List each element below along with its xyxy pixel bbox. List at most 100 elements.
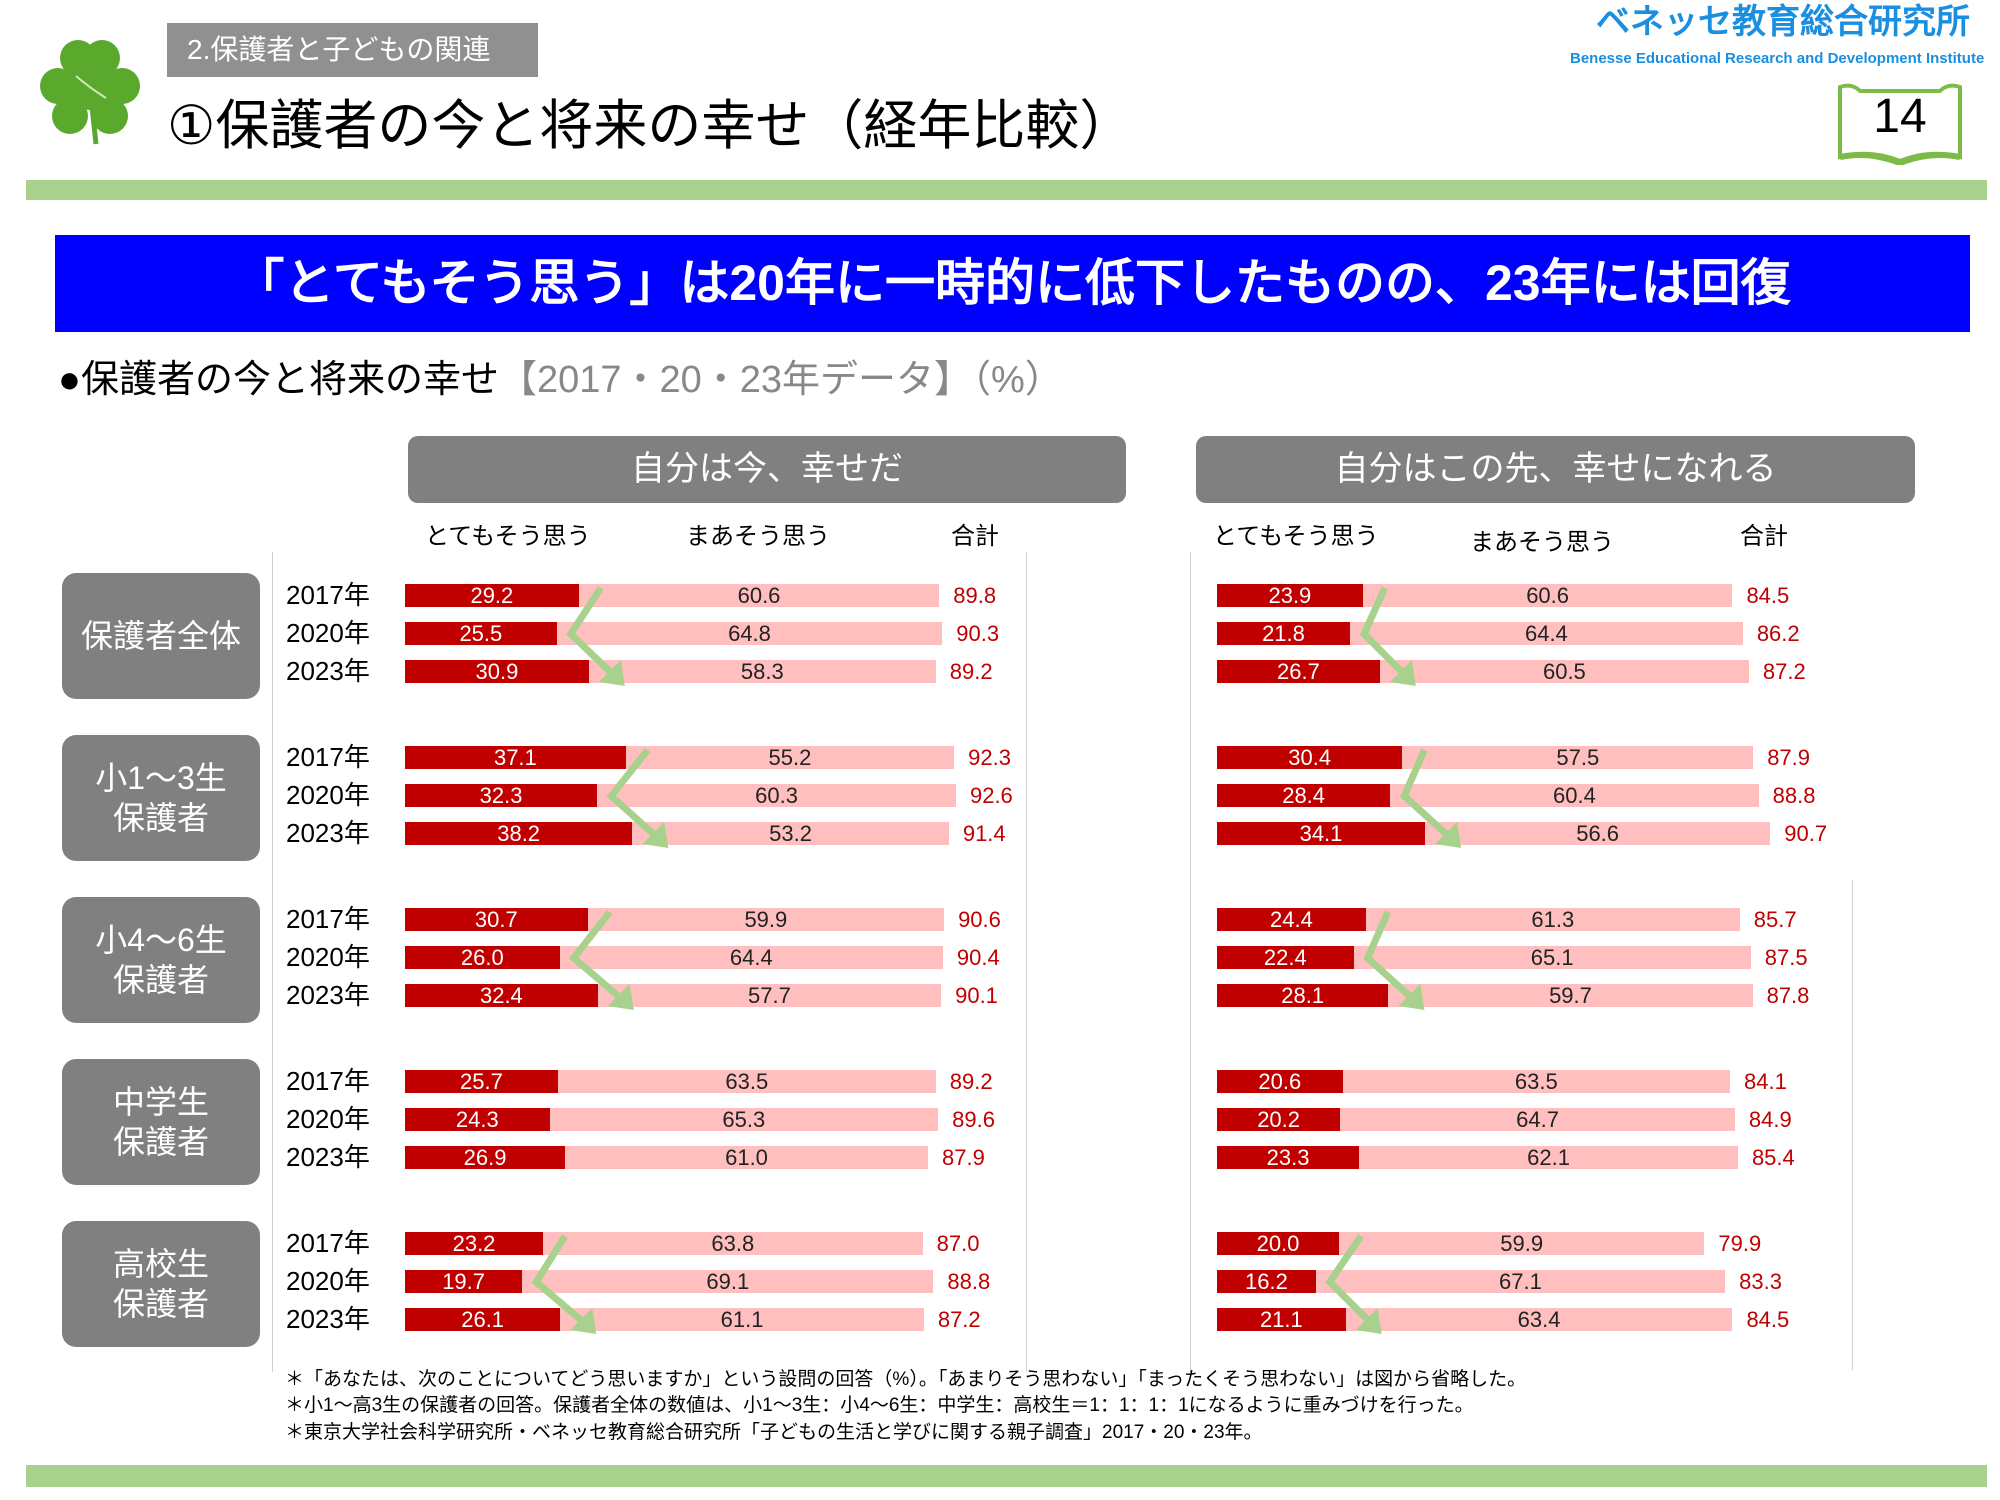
bar-somewhat bbox=[556, 622, 943, 645]
bar-value-very: 34.1 bbox=[1299, 821, 1343, 846]
group-label: 高校生 保護者 bbox=[62, 1221, 260, 1347]
bar-value-very: 26.0 bbox=[460, 945, 504, 970]
bar-value-total: 89.8 bbox=[953, 583, 997, 608]
bar-value-very: 19.7 bbox=[442, 1269, 486, 1294]
bar-somewhat bbox=[1388, 984, 1753, 1007]
bar-value-total: 89.2 bbox=[949, 659, 993, 684]
bar-value-somewhat: 59.7 bbox=[1549, 983, 1592, 1008]
bar-value-somewhat: 57.5 bbox=[1556, 745, 1600, 770]
book-icon bbox=[1838, 83, 1962, 167]
bar-very bbox=[1217, 584, 1363, 607]
bar-value-somewhat: 60.6 bbox=[737, 583, 781, 608]
column-label-somewhat: まあそう思う bbox=[1470, 529, 1614, 556]
bar-value-total: 87.8 bbox=[1766, 983, 1810, 1008]
bar-value-total: 83.3 bbox=[1739, 1269, 1782, 1294]
bar-very bbox=[405, 946, 560, 969]
bar-value-very: 28.4 bbox=[1282, 783, 1326, 808]
bar-value-very: 26.1 bbox=[461, 1307, 505, 1332]
page-title: ①保護者の今と将来の幸せ（経年比較） bbox=[167, 96, 1134, 156]
bar-value-somewhat: 64.4 bbox=[1524, 621, 1568, 646]
trend-arrow bbox=[1359, 586, 1413, 683]
bar-value-somewhat: 60.5 bbox=[1542, 659, 1586, 684]
bar-very bbox=[1217, 1232, 1339, 1255]
bar-value-very: 28.1 bbox=[1281, 983, 1325, 1008]
bar-value-somewhat: 60.3 bbox=[755, 783, 798, 808]
bar-very bbox=[405, 584, 579, 607]
year-label: 2017年 bbox=[286, 1066, 370, 1096]
year-label: 2023年 bbox=[286, 818, 370, 848]
bar-very bbox=[405, 1270, 523, 1293]
bar-somewhat bbox=[557, 1070, 936, 1093]
bar-value-total: 84.5 bbox=[1746, 1307, 1790, 1332]
bar-value-somewhat: 65.3 bbox=[722, 1107, 766, 1132]
bar-value-total: 90.3 bbox=[956, 621, 1000, 646]
year-label: 2020年 bbox=[286, 618, 370, 648]
bar-very bbox=[1217, 1070, 1343, 1093]
bar-somewhat bbox=[1345, 1308, 1733, 1331]
bar-somewhat bbox=[588, 660, 936, 683]
bar-value-very: 38.2 bbox=[497, 821, 541, 846]
bar-somewhat bbox=[597, 784, 956, 807]
bar-value-somewhat: 60.6 bbox=[1526, 583, 1570, 608]
bar-value-total: 91.4 bbox=[962, 821, 1006, 846]
bar-value-somewhat: 62.1 bbox=[1527, 1145, 1570, 1170]
bar-value-total: 92.6 bbox=[969, 783, 1013, 808]
bar-value-very: 16.2 bbox=[1244, 1269, 1288, 1294]
bar-value-very: 23.3 bbox=[1266, 1145, 1310, 1170]
trend-arrow-head bbox=[598, 660, 625, 686]
bar-value-very: 30.9 bbox=[475, 659, 519, 684]
trend-arrow-head bbox=[1398, 984, 1425, 1010]
trend-arrow-head bbox=[607, 984, 634, 1010]
bar-value-somewhat: 67.1 bbox=[1499, 1269, 1542, 1294]
footer-divider bbox=[26, 1465, 1987, 1487]
bar-somewhat bbox=[1362, 584, 1733, 607]
bar-very bbox=[405, 984, 598, 1007]
bar-value-total: 86.2 bbox=[1756, 621, 1800, 646]
bar-value-somewhat: 56.6 bbox=[1576, 821, 1620, 846]
bar-very bbox=[1217, 1270, 1316, 1293]
bar-value-very: 20.2 bbox=[1257, 1107, 1301, 1132]
bar-very bbox=[405, 1146, 566, 1169]
group-label: 小1～3生 保護者 bbox=[62, 735, 260, 861]
year-label: 2020年 bbox=[286, 780, 370, 810]
bar-very bbox=[1217, 622, 1350, 645]
bar-value-total: 92.3 bbox=[968, 745, 1011, 770]
bar-somewhat bbox=[559, 946, 943, 969]
bar-value-total: 87.9 bbox=[1767, 745, 1811, 770]
bar-very bbox=[1217, 746, 1403, 769]
panel-divider bbox=[1852, 880, 1853, 1370]
footnote: ＊小1～高3生の保護者の回答。保護者全体の数値は、小1～3生：小4～6生：中学生… bbox=[285, 1395, 1474, 1416]
year-label: 2017年 bbox=[286, 904, 370, 934]
bar-value-somewhat: 59.9 bbox=[744, 907, 788, 932]
bar-somewhat bbox=[1342, 1070, 1730, 1093]
column-label-very: とてもそう思う bbox=[425, 523, 591, 550]
bar-value-very: 20.6 bbox=[1258, 1069, 1302, 1094]
bar-very bbox=[405, 660, 589, 683]
panel-title-now: 自分は今、幸せだ bbox=[408, 436, 1126, 503]
footnote: ＊「あなたは、次のことについてどう思いますか」という設問の回答（%）。「あまりそ… bbox=[285, 1369, 1527, 1390]
bar-value-somewhat: 55.2 bbox=[768, 745, 812, 770]
subtitle-main: ●保護者の今と将来の幸せ bbox=[58, 359, 499, 401]
bar-value-somewhat: 64.4 bbox=[729, 945, 773, 970]
bar-somewhat bbox=[1340, 1108, 1735, 1131]
trend-arrow bbox=[568, 909, 631, 1007]
bar-value-very: 24.4 bbox=[1270, 907, 1313, 932]
page-number: 14 bbox=[1873, 90, 1927, 143]
trend-arrow bbox=[1325, 1234, 1379, 1331]
column-label-total: 合計 bbox=[951, 523, 999, 550]
clover-icon bbox=[40, 40, 140, 145]
bar-very bbox=[405, 822, 633, 845]
trend-arrow-head bbox=[642, 822, 669, 848]
bar-somewhat bbox=[522, 1270, 934, 1293]
bar-value-total: 87.0 bbox=[936, 1231, 980, 1256]
trend-arrow bbox=[1400, 748, 1458, 845]
bar-value-somewhat: 61.1 bbox=[720, 1307, 764, 1332]
trend-arrow-head bbox=[1435, 822, 1462, 848]
bar-value-very: 25.7 bbox=[460, 1069, 503, 1094]
panel-title-future: 自分はこの先、幸せになれる bbox=[1196, 436, 1915, 503]
panel-divider bbox=[1190, 552, 1191, 1372]
bar-very bbox=[405, 622, 557, 645]
bar-somewhat bbox=[1390, 784, 1759, 807]
bar-value-somewhat: 59.9 bbox=[1500, 1231, 1544, 1256]
bar-somewhat bbox=[1359, 1146, 1738, 1169]
